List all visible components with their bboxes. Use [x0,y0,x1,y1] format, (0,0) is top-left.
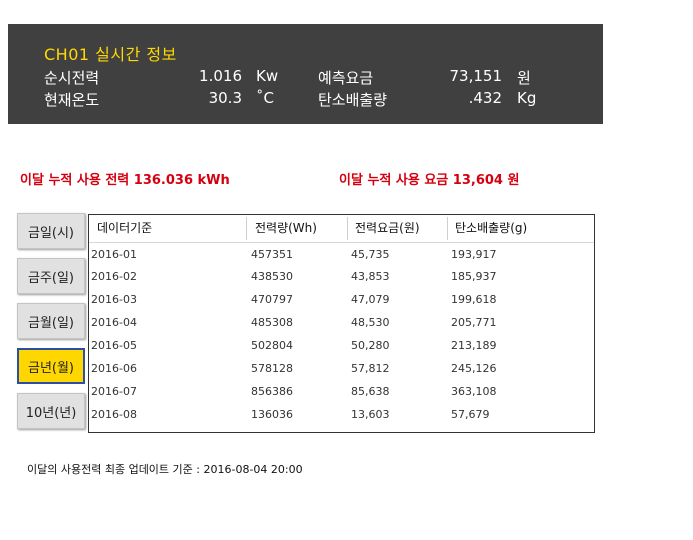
cell-carbon: 57,679 [451,408,490,421]
realtime-title: CH01 실시간 정보 [44,45,177,64]
cell-fee: 57,812 [351,362,390,375]
cell-power: 485308 [251,316,293,329]
column-header-date[interactable]: 데이터기준 [97,221,153,235]
cell-date: 2016-08 [91,408,137,421]
cell-carbon: 213,189 [451,339,497,352]
period-button-label: 10년(년) [25,405,77,421]
header-separator [89,242,594,243]
cell-fee: 85,638 [351,385,390,398]
current-temp-unit: ˚C [256,89,274,107]
cell-power: 457351 [251,248,293,261]
period-button-label: 금일(시) [27,225,75,241]
cell-power: 438530 [251,270,293,283]
period-button-label: 금월(일) [27,315,75,331]
cell-date: 2016-01 [91,248,137,261]
table-row[interactable]: 2016-07 856386 85,638 363,108 [89,381,594,403]
column-header-carbon[interactable]: 탄소배출량(g) [455,221,528,235]
column-divider [447,217,448,240]
table-row[interactable]: 2016-05 502804 50,280 213,189 [89,335,594,357]
cell-date: 2016-03 [91,293,137,306]
table-row[interactable]: 2016-02 438530 43,853 185,937 [89,266,594,288]
cell-power: 578128 [251,362,293,375]
monthly-power-summary: 이달 누적 사용 전력 136.036 kWh [20,173,230,188]
table-row[interactable]: 2016-01 457351 45,735 193,917 [89,244,594,266]
column-header-power[interactable]: 전력량(Wh) [255,221,317,235]
table-row[interactable]: 2016-04 485308 48,530 205,771 [89,312,594,334]
cell-power: 470797 [251,293,293,306]
cell-power: 136036 [251,408,293,421]
predicted-fee-value: 73,151 [449,67,503,85]
cell-carbon: 199,618 [451,293,497,306]
cell-carbon: 185,937 [451,270,497,283]
current-temp-value: 30.3 [208,89,242,107]
period-button-label: 금주(일) [27,270,75,286]
predicted-fee-label: 예측요금 [318,69,374,87]
column-header-fee[interactable]: 전력요금(원) [355,221,420,235]
instant-power-label: 순시전력 [44,69,100,87]
cell-date: 2016-07 [91,385,137,398]
cell-carbon: 363,108 [451,385,497,398]
cell-fee: 48,530 [351,316,390,329]
cell-carbon: 193,917 [451,248,497,261]
carbon-emission-unit: Kg [517,89,537,107]
cell-fee: 50,280 [351,339,390,352]
period-button-month-daily[interactable]: 금월(일) [17,303,85,339]
period-button-today-hourly[interactable]: 금일(시) [17,213,85,249]
instant-power-unit: Kw [256,67,279,85]
cell-power: 502804 [251,339,293,352]
cell-date: 2016-02 [91,270,137,283]
usage-data-table: 데이터기준 전력량(Wh) 전력요금(원) 탄소배출량(g) 2016-01 4… [88,214,595,433]
cell-date: 2016-06 [91,362,137,375]
predicted-fee-unit: 원 [517,69,531,87]
carbon-emission-label: 탄소배출량 [318,91,388,109]
cell-carbon: 205,771 [451,316,497,329]
column-divider [347,217,348,240]
monthly-fee-summary: 이달 누적 사용 요금 13,604 원 [339,173,520,188]
carbon-emission-value: .432 [468,89,502,107]
period-button-label: 금년(월) [27,360,75,376]
instant-power-value: 1.016 [199,67,242,85]
table-row[interactable]: 2016-06 578128 57,812 245,126 [89,358,594,380]
table-row[interactable]: 2016-03 470797 47,079 199,618 [89,289,594,311]
column-divider [246,217,247,240]
cell-date: 2016-05 [91,339,137,352]
cell-fee: 45,735 [351,248,390,261]
realtime-info-panel: CH01 실시간 정보 순시전력 1.016 Kw 예측요금 73,151 원 … [8,24,603,124]
last-update-note: 이달의 사용전력 최종 업데이트 기준 : 2016-08-04 20:00 [27,463,303,476]
cell-carbon: 245,126 [451,362,497,375]
cell-fee: 13,603 [351,408,390,421]
period-button-decade-yearly[interactable]: 10년(년) [17,393,85,429]
period-button-week-daily[interactable]: 금주(일) [17,258,85,294]
period-button-year-monthly[interactable]: 금년(월) [17,348,85,384]
cell-fee: 43,853 [351,270,390,283]
cell-date: 2016-04 [91,316,137,329]
cell-power: 856386 [251,385,293,398]
current-temp-label: 현재온도 [44,91,100,109]
cell-fee: 47,079 [351,293,390,306]
table-row[interactable]: 2016-08 136036 13,603 57,679 [89,404,594,426]
